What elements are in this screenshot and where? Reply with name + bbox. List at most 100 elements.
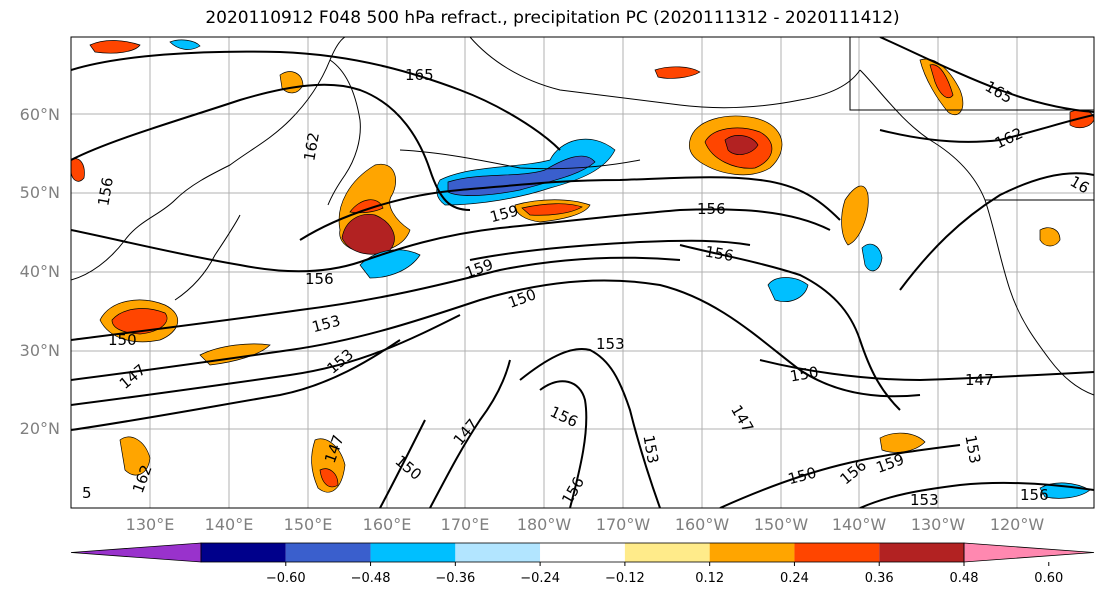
lon-label-160w: 160°W [675, 515, 730, 534]
precip-patch-blue-east [767, 277, 809, 302]
coastline-alaska [469, 37, 861, 109]
contour-label: 156 [94, 176, 117, 207]
precip-patch-japan-core [111, 308, 168, 335]
coastline-japan [174, 214, 241, 301]
precip-patch-south-left [119, 436, 151, 476]
colorbar-tick-label: 0.60 [1034, 571, 1063, 586]
contour-label: 156 [1020, 486, 1049, 504]
colorbar-segment [285, 543, 371, 562]
precip-patch-south-core [319, 468, 339, 488]
lon-label-130w: 130°W [911, 515, 966, 534]
contour-label: 150 [789, 363, 820, 386]
colorbar-segment [370, 543, 456, 562]
longitude-labels: 130°E 140°E 150°E 160°E 170°E 180°W 170°… [126, 515, 1045, 534]
contour-156-ne [899, 172, 1094, 291]
border-canada [849, 37, 1094, 111]
precip-patch-blue-1-core [447, 155, 596, 196]
contour-153-south [519, 348, 661, 508]
colorbar-extend-high [963, 542, 1095, 563]
contour-150 [71, 279, 921, 398]
lon-label-160e: 160°E [363, 515, 412, 534]
lat-label-20n: 20°N [20, 419, 60, 438]
coastline-kamchatka [327, 59, 361, 206]
contour-147 [71, 339, 401, 431]
precip-patch-blue-east-2 [861, 243, 883, 272]
contour-156-east [679, 244, 901, 411]
colorbar-segment [624, 543, 710, 562]
lon-label-150e: 150°E [284, 515, 333, 534]
colorbar: −0.60 −0.48 −0.36 −0.24 −0.12 0.12 0.24 0.36 0.4… [70, 542, 1095, 586]
colorbar-segment [794, 543, 880, 562]
contour-159-mid [299, 176, 841, 241]
contour-159-east [469, 239, 751, 261]
lat-label-40n: 40°N [20, 262, 60, 281]
contour-156-mid [71, 208, 831, 273]
precip-patch-left-edge [71, 158, 85, 182]
map-title: 2020110912 F048 500 hPa refract., precip… [205, 8, 900, 28]
lon-label-180w: 180°W [517, 515, 572, 534]
contour-label: 150 [108, 331, 137, 349]
precip-patch-top-blue [169, 39, 201, 50]
contour-162-ne [879, 114, 1094, 143]
colorbar-extend-low [70, 542, 202, 563]
contour-147-se [759, 359, 1094, 382]
lon-label-170e: 170°E [441, 515, 490, 534]
lat-label-50n: 50°N [20, 183, 60, 202]
contour-label: 147 [965, 371, 994, 389]
colorbar-tick-label: 0.24 [780, 571, 809, 586]
colorbar-segment [709, 543, 795, 562]
contour-label: 153 [596, 335, 625, 353]
colorbar-tick-label: −0.60 [266, 571, 306, 586]
map-area: 165 162 156 159 156 156 159 156 150 153 … [70, 36, 1095, 509]
colorbar-segment [540, 543, 625, 562]
lat-label-60n: 60°N [20, 105, 60, 124]
colorbar-tick-label: −0.48 [351, 571, 391, 586]
colorbar-segment [879, 543, 964, 562]
colorbar-tick-label: −0.36 [435, 571, 475, 586]
contour-label: 5 [82, 484, 92, 502]
colorbar-tick-label: 0.48 [950, 571, 979, 586]
contour-165-ne [879, 37, 1094, 113]
precip-patch-ne-coast-core [929, 64, 954, 99]
coastline-na [859, 69, 1094, 396]
colorbar-tick-label: 0.36 [865, 571, 894, 586]
contour-label: 162 [300, 131, 323, 162]
precip-patch-gulf-max [724, 135, 759, 155]
contour-165-north [71, 50, 561, 151]
contour-label: 153 [910, 491, 939, 509]
lon-label-170w: 170°W [596, 515, 651, 534]
lon-label-130e: 130°E [126, 515, 175, 534]
contour-label: 156 [704, 242, 735, 265]
contour-156-south [539, 380, 588, 508]
colorbar-tick-label: −0.24 [520, 571, 560, 586]
contours [71, 37, 1094, 508]
contour-150-b [71, 314, 461, 406]
contour-label: 165 [405, 66, 434, 84]
map-frame [70, 36, 1095, 509]
lon-label-150w: 150°W [754, 515, 809, 534]
colorbar-segment [455, 543, 541, 562]
precip-patch-kuril-ring [349, 199, 384, 214]
contour-label: 156 [305, 270, 334, 288]
contour-153 [71, 256, 681, 341]
contour-label: 153 [961, 434, 984, 465]
precip-patch-kuril-core [341, 214, 395, 255]
gridlines [71, 37, 1094, 508]
contour-150-south [379, 419, 426, 508]
lon-label-120w: 120°W [990, 515, 1045, 534]
lon-label-140e: 140°E [205, 515, 254, 534]
contour-150-se [719, 444, 961, 508]
contour-label: 156 [697, 200, 726, 218]
precip-patch-right-warm [1039, 227, 1061, 247]
precip-patch-top-mid [654, 66, 701, 79]
precip-patch-warm-2-core [521, 203, 583, 216]
contour-147-south [429, 359, 511, 508]
lat-label-30n: 30°N [20, 341, 60, 360]
coastline-aleutian [399, 149, 641, 170]
colorbar-tick-label: −0.12 [605, 571, 645, 586]
precip-patch-offshore [841, 185, 869, 246]
contour-153-se [859, 481, 1094, 508]
contour-label: 153 [639, 434, 662, 465]
precip-patch-se [879, 432, 926, 453]
